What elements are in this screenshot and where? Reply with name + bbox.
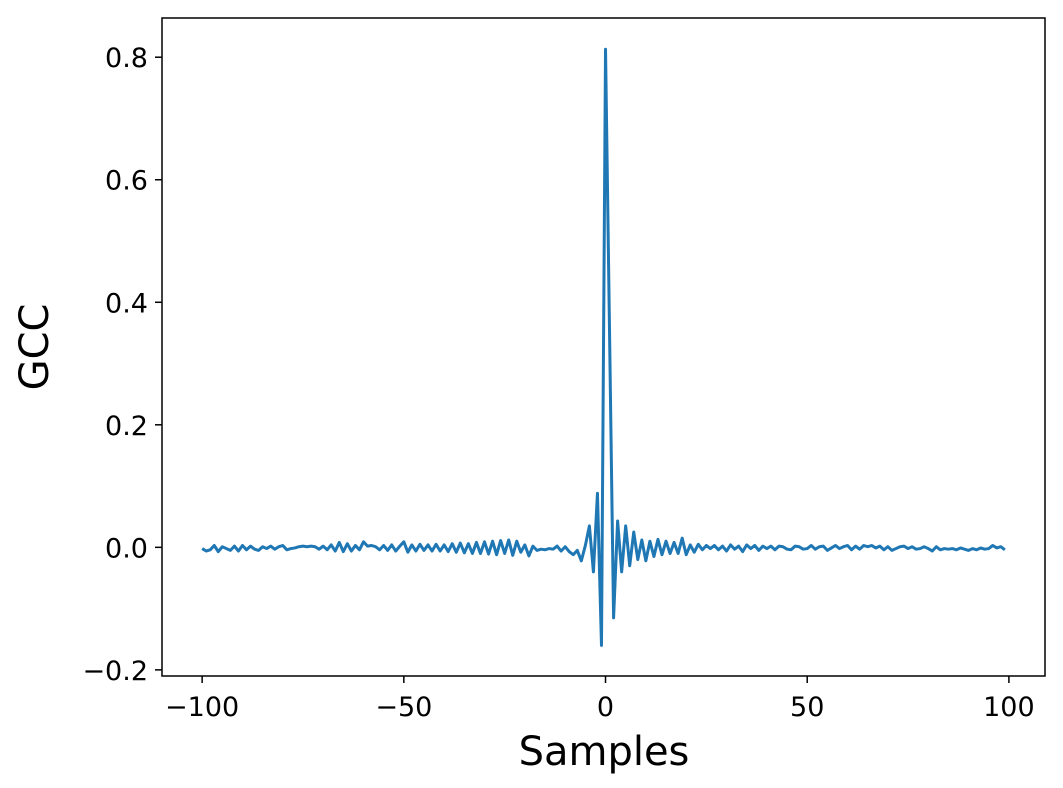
line-series [201,47,1006,647]
x-axis-label: Samples [519,729,690,775]
x-tick-label: 50 [790,692,824,723]
plot-frame [161,17,1046,677]
y-tick-label: 0.4 [105,288,148,319]
y-tick-label: 0.6 [105,166,148,197]
x-tick-label: −100 [165,692,239,723]
x-tick-label: −50 [375,692,432,723]
y-tick-label: −0.2 [82,656,148,687]
y-axis-label: GCC [12,304,58,391]
y-tick-label: 0.0 [105,533,148,564]
x-tick-label: 0 [597,692,614,723]
x-tick-label: 100 [983,692,1035,723]
y-tick-label: 0.8 [105,43,148,74]
y-tick-label: 0.2 [105,411,148,442]
